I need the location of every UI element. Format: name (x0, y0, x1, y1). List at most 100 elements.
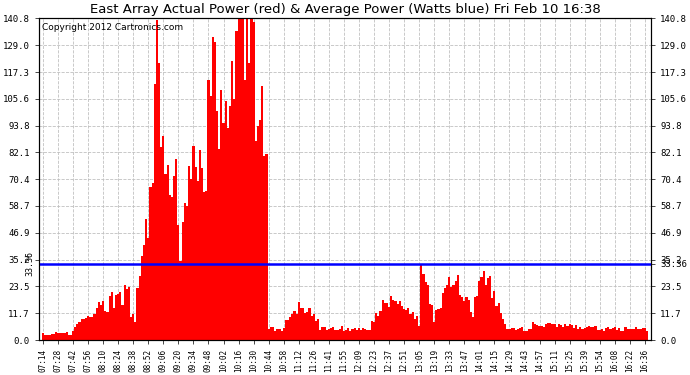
Bar (322, 327, 324, 340)
Bar (248, 63, 250, 340)
Bar (453, 285, 455, 340)
Bar (281, 331, 283, 340)
Bar (616, 330, 618, 340)
Bar (179, 261, 181, 340)
Bar (66, 332, 68, 340)
Bar (177, 225, 179, 340)
Bar (426, 285, 428, 340)
Bar (424, 282, 426, 340)
Bar (491, 298, 493, 340)
Bar (416, 316, 418, 340)
Bar (584, 328, 586, 340)
Bar (420, 266, 422, 340)
Bar (431, 304, 433, 340)
Bar (328, 329, 330, 340)
Bar (272, 327, 274, 340)
Bar (218, 148, 220, 340)
Bar (384, 303, 386, 340)
Bar (94, 314, 96, 340)
Bar (442, 293, 444, 340)
Bar (77, 324, 79, 340)
Bar (489, 276, 491, 340)
Bar (276, 329, 278, 340)
Bar (377, 316, 380, 340)
Bar (121, 304, 124, 340)
Bar (315, 321, 317, 340)
Bar (85, 318, 87, 340)
Bar (141, 256, 143, 340)
Bar (79, 322, 81, 340)
Bar (285, 321, 287, 340)
Bar (575, 325, 577, 340)
Bar (582, 329, 584, 340)
Bar (173, 176, 175, 340)
Bar (106, 312, 108, 340)
Bar (580, 327, 582, 340)
Bar (169, 195, 171, 340)
Bar (388, 307, 390, 340)
Bar (526, 331, 528, 340)
Bar (480, 278, 482, 340)
Bar (618, 328, 620, 340)
Bar (306, 312, 308, 340)
Bar (250, 19, 253, 340)
Bar (476, 296, 478, 340)
Bar (611, 328, 613, 340)
Bar (152, 183, 154, 340)
Bar (171, 197, 173, 340)
Bar (549, 322, 551, 340)
Bar (96, 308, 98, 340)
Bar (222, 123, 225, 340)
Bar (233, 99, 235, 340)
Bar (117, 294, 119, 340)
Bar (239, 19, 241, 340)
Bar (362, 328, 364, 340)
Bar (175, 159, 177, 340)
Bar (212, 36, 214, 340)
Bar (199, 150, 201, 340)
Bar (484, 285, 487, 340)
Bar (364, 329, 366, 340)
Bar (403, 309, 405, 340)
Bar (521, 327, 524, 340)
Bar (428, 304, 431, 340)
Bar (360, 330, 362, 340)
Bar (588, 326, 590, 340)
Bar (259, 120, 262, 340)
Bar (72, 331, 74, 340)
Bar (519, 328, 521, 340)
Bar (266, 154, 268, 340)
Bar (150, 188, 152, 340)
Bar (624, 327, 627, 340)
Bar (108, 296, 110, 340)
Bar (349, 330, 351, 340)
Bar (356, 330, 358, 340)
Bar (164, 174, 166, 340)
Bar (478, 281, 480, 340)
Bar (61, 333, 63, 340)
Bar (405, 310, 407, 340)
Bar (193, 146, 195, 340)
Bar (91, 317, 94, 340)
Bar (98, 302, 100, 340)
Bar (463, 302, 465, 340)
Bar (227, 128, 229, 340)
Bar (278, 329, 281, 340)
Bar (564, 324, 566, 340)
Bar (59, 333, 61, 340)
Bar (287, 320, 289, 340)
Bar (534, 324, 536, 340)
Bar (382, 300, 384, 340)
Bar (395, 300, 397, 340)
Bar (145, 219, 147, 340)
Bar (638, 329, 640, 340)
Bar (293, 310, 295, 340)
Bar (42, 333, 44, 340)
Bar (530, 328, 532, 340)
Bar (551, 324, 553, 340)
Bar (50, 334, 52, 340)
Bar (465, 297, 468, 340)
Bar (455, 281, 457, 340)
Bar (154, 84, 156, 340)
Bar (310, 316, 313, 340)
